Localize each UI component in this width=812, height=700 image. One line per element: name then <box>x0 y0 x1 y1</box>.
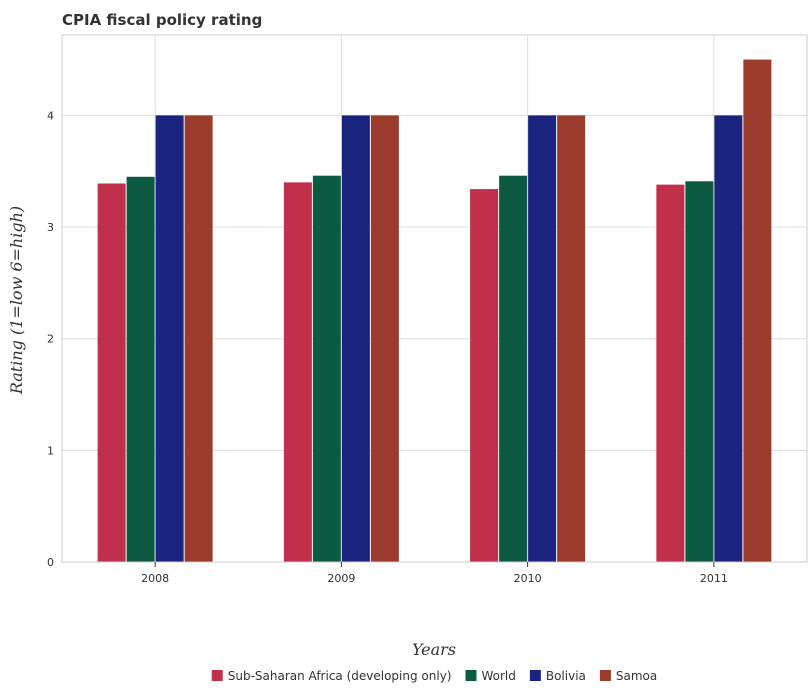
legend-swatch <box>599 670 611 681</box>
bar <box>743 59 772 562</box>
legend: Sub-Saharan Africa (developing only) Worl… <box>211 669 657 683</box>
bar <box>685 181 714 562</box>
legend-label: Samoa <box>616 669 657 683</box>
y-tick-label: 0 <box>47 556 54 569</box>
x-axis-title: Years <box>412 640 456 659</box>
legend-swatch <box>465 670 477 681</box>
x-tick-label: 2008 <box>141 572 169 585</box>
y-tick-label: 1 <box>47 444 54 457</box>
bar <box>184 115 213 562</box>
legend-label: World <box>481 669 515 683</box>
bar <box>341 115 370 562</box>
bar <box>557 115 586 562</box>
x-tick-label: 2010 <box>514 572 542 585</box>
y-tick-label: 4 <box>47 109 54 122</box>
bar <box>370 115 399 562</box>
legend-swatch <box>529 670 541 681</box>
y-tick-label: 3 <box>47 221 54 234</box>
bar <box>312 175 341 563</box>
bar <box>126 176 155 563</box>
bar <box>155 115 184 562</box>
bar <box>97 183 126 563</box>
legend-swatch <box>211 670 223 681</box>
bar <box>656 184 685 562</box>
x-tick-label: 2011 <box>700 572 728 585</box>
bar <box>499 175 528 563</box>
plot-frame <box>61 34 808 563</box>
bar <box>528 115 557 562</box>
y-tick-label: 2 <box>47 333 54 346</box>
y-axis-title: Rating (1=low 6=high) <box>7 206 26 395</box>
bar <box>283 182 312 563</box>
chart-title: CPIA fiscal policy rating <box>62 11 262 29</box>
legend-label: Bolivia <box>546 669 586 683</box>
x-tick-label: 2009 <box>327 572 355 585</box>
bars <box>97 59 772 563</box>
axes: 0 1 2 3 4 2008 2009 2010 2011 <box>47 34 808 585</box>
legend-label: Sub-Saharan Africa (developing only) <box>228 669 452 683</box>
bar <box>470 189 499 562</box>
bar <box>714 115 743 562</box>
